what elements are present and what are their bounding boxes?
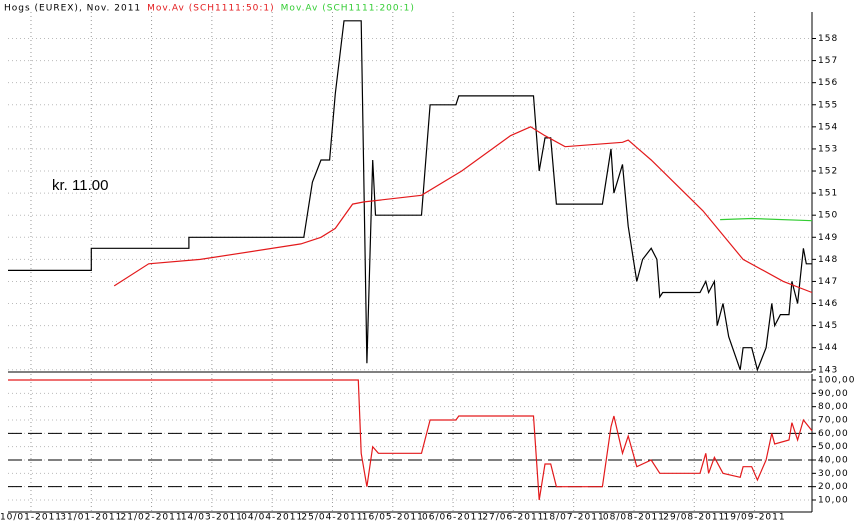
y-tick-label: 90,00 [818, 389, 849, 399]
y-tick-label: 10,00 [818, 496, 849, 506]
y-tick-label: 40,00 [818, 456, 849, 466]
x-tick-label: 21/02-2011 [121, 513, 183, 522]
series-line [720, 217, 813, 222]
y-tick-label: 80,00 [818, 402, 849, 412]
y-tick-label: 153 [818, 144, 838, 154]
y-tick-label: 149 [818, 233, 838, 243]
series-line [8, 379, 813, 501]
x-tick-label: 31/01-2011 [60, 513, 122, 522]
x-tick-label: 29/08-2011 [663, 513, 725, 522]
y-tick-label: 146 [818, 299, 838, 309]
y-tick-label: 30,00 [818, 469, 849, 479]
legend-entry: Mov.Av (SCH1111:200:1) [281, 4, 415, 14]
x-tick-label: 14/03-2011 [181, 513, 243, 522]
y-tick-label: 158 [818, 34, 838, 44]
y-tick-label: 100,00 [818, 376, 856, 386]
x-tick-label: 27/06-2011 [482, 513, 544, 522]
y-tick-label: 150 [818, 211, 838, 221]
y-tick-label: 60,00 [818, 429, 849, 439]
y-tick-label: 151 [818, 189, 838, 199]
legend-entry: Mov.Av (SCH1111:50:1) [147, 4, 275, 14]
y-tick-label: 148 [818, 255, 838, 265]
y-tick-label: 70,00 [818, 416, 849, 426]
y-tick-label: 20,00 [818, 482, 849, 492]
series-line [8, 20, 812, 372]
y-tick-label: 152 [818, 167, 838, 177]
y-tick-label: 145 [818, 321, 838, 331]
x-tick-label: 16/05-2011 [362, 513, 424, 522]
x-tick-label: 10/01-2011 [0, 513, 62, 522]
legend-entry: Hogs (EUREX), Nov. 2011 [4, 4, 141, 14]
y-tick-label: 157 [818, 56, 838, 66]
y-tick-label: 155 [818, 100, 838, 110]
x-tick-label: 25/04-2011 [301, 513, 363, 522]
x-tick-label: 19/09-2011 [724, 513, 786, 522]
y-tick-label: 147 [818, 277, 838, 287]
legend: Hogs (EUREX), Nov. 2011 Mov.Av (SCH1111:5… [4, 4, 415, 14]
y-tick-label: 156 [818, 78, 838, 88]
annotation: kr. 11.00 [52, 177, 108, 194]
y-tick-label: 50,00 [818, 442, 849, 452]
y-tick-label: 144 [818, 343, 838, 353]
y-tick-label: 154 [818, 122, 838, 132]
y-tick-label: 143 [818, 365, 838, 375]
x-tick-label: 08/08-2011 [603, 513, 665, 522]
x-tick-label: 06/06-2011 [422, 513, 484, 522]
x-tick-label: 18/07-2011 [543, 513, 605, 522]
series-line [113, 126, 813, 294]
x-tick-label: 04/04-2011 [241, 513, 303, 522]
